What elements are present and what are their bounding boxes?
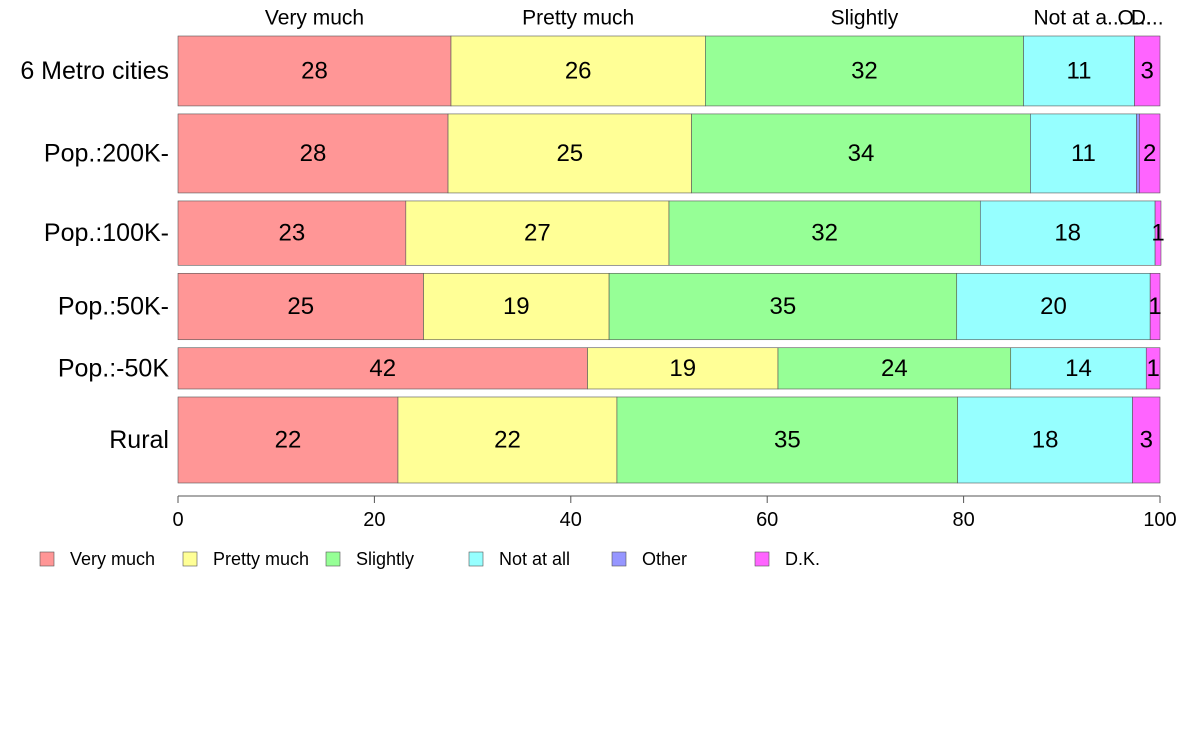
row-label: Pop.:200K- [44,139,169,167]
legend-label: Other [642,549,687,569]
bar-segment [668,200,981,266]
legend-swatch [325,551,341,567]
row-labels: 6 Metro cities Pop.:200K- Pop.:100K- Pop.:5… [20,57,169,454]
data-label: 34 [848,140,875,167]
top-category-labels: Very much Pretty much Slightly Not at a...O… [265,7,1164,30]
row-label: Pop.:50K- [58,293,169,321]
data-label: 22 [275,426,302,453]
data-label: 25 [556,140,583,167]
data-label: 23 [279,220,306,247]
data-label: 28 [301,57,328,84]
bar-segment [397,396,618,484]
legend-swatch [39,551,55,567]
bar-segment [957,396,1133,484]
data-label: 22 [494,426,521,453]
top-category-label: O... [1118,7,1152,30]
bar-segment [1154,200,1162,266]
data-label: 24 [881,355,908,382]
top-category-label: Slightly [831,7,899,30]
bar-segment [616,396,959,484]
bar-segment [608,272,958,341]
top-category-label: Not at a... [1033,7,1124,30]
data-label: 26 [565,57,592,84]
data-label: 42 [369,355,396,382]
legend-swatch [754,551,770,567]
data-label: 18 [1054,220,1081,247]
bar-segment [177,347,588,390]
bar-segment [956,272,1151,341]
legend-label: Pretty much [213,549,309,569]
bar-segment [1136,113,1140,194]
row-label: Pop.:100K- [44,219,169,247]
bar-segment [587,347,779,390]
data-label: 1 [1151,220,1164,247]
legend-label: Not at all [499,549,570,569]
legend-label: D.K. [785,549,820,569]
data-label: 1 [1146,355,1159,382]
bar-segment [1030,113,1137,194]
data-label: 35 [770,293,797,320]
x-axis: 0 20 40 60 80 100 [172,495,1177,531]
data-label: 28 [300,140,327,167]
bar-segment [777,347,1012,390]
bar-segment [1023,35,1135,107]
data-label: 32 [811,220,838,247]
data-label: 27 [524,220,551,247]
data-label: 20 [1040,293,1067,320]
bar-segment [1145,347,1161,390]
data-label: 25 [287,293,314,320]
x-tick-label: 60 [756,509,778,531]
bar-segment [691,113,1031,194]
row-label: Rural [109,426,169,454]
legend-swatch [611,551,627,567]
bar-segment [177,272,424,341]
data-label: 3 [1140,426,1153,453]
data-label: 11 [1067,57,1092,84]
data-label: 19 [503,293,530,320]
bar-area: 28 26 32 11 328 25 34 11 223 27 32 18 125 19 35 20 142 19… [177,35,1165,484]
bar-segment [447,113,692,194]
top-category-label: Pretty much [522,7,634,30]
x-tick-label: 40 [560,509,582,531]
data-label: 14 [1065,355,1092,382]
bar-segment [450,35,706,107]
bar-segment [177,396,399,484]
bar-segment [423,272,610,341]
x-tick-label: 100 [1143,509,1176,531]
top-category-label: Very much [265,7,364,30]
bar-segment [1139,113,1161,194]
top-category-label: D... [1131,7,1164,30]
data-label: 11 [1071,140,1096,167]
bar-segment [1134,35,1161,107]
data-label: 3 [1141,57,1154,84]
bar-segment [1132,396,1161,484]
legend: Very much Pretty much Slightly Not at all Ot… [39,549,820,569]
row-label: Pop.:-50K [58,354,170,382]
data-label: 18 [1032,426,1059,453]
bar-segment [405,200,670,266]
data-label: 19 [669,355,696,382]
legend-swatch [182,551,198,567]
row-label: 6 Metro cities [20,57,169,85]
data-label: 35 [774,426,801,453]
bar-segment [1149,272,1161,341]
bar-segment [177,113,449,194]
data-label: 2 [1143,140,1156,167]
bar-segment [177,200,407,266]
x-tick-label: 80 [952,509,974,531]
data-label: 1 [1148,293,1161,320]
legend-label: Slightly [356,549,414,569]
data-label: 32 [851,57,878,84]
bar-segment [1010,347,1147,390]
x-tick-label: 20 [363,509,385,531]
legend-swatch [468,551,484,567]
legend-label: Very much [70,549,155,569]
x-tick-label: 0 [172,509,183,531]
